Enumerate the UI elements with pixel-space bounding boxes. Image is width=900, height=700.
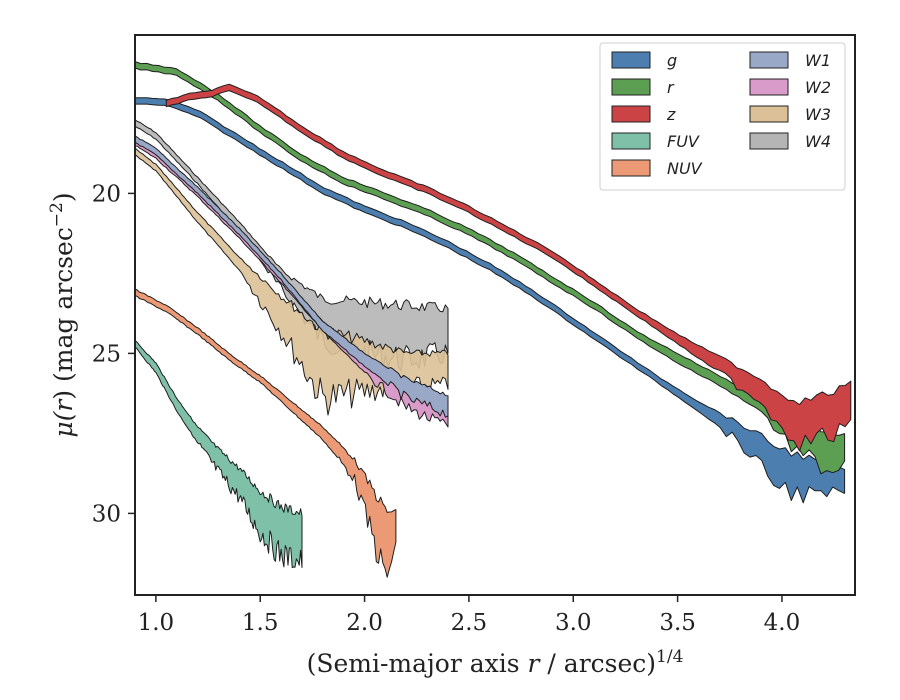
x-tick-label: 2.5: [451, 610, 488, 636]
legend: grz FUV NUV W1 W2 W3 W4: [599, 42, 846, 191]
legend-swatch-g: [611, 51, 651, 69]
y-axis-ticks: 20 25 30: [92, 181, 135, 527]
legend-label-z: z: [666, 105, 676, 124]
legend-swatch-fuv: [611, 132, 651, 150]
legend-label-w4: W4: [805, 132, 831, 151]
band-w3: [134, 147, 449, 416]
y-tick-label: 30: [92, 501, 121, 527]
band-r: [134, 61, 846, 475]
legend-label-w2: W2: [805, 78, 831, 97]
y-tick-label: 20: [92, 181, 121, 207]
legend-label-r: r: [667, 78, 675, 97]
band-z: [165, 83, 852, 452]
legend-label-fuv: FUV: [667, 132, 700, 151]
profile-bands: [134, 61, 852, 578]
legend-swatch-z: [611, 105, 651, 123]
x-tick-label: 1.5: [242, 610, 279, 636]
y-axis-label: μ(r) (mag arcsec−2): [47, 192, 78, 437]
band-w1: [134, 135, 449, 418]
x-tick-label: 2.0: [346, 610, 383, 636]
legend-swatch-w4: [749, 132, 789, 150]
band-g: [134, 97, 846, 504]
legend-label-g: g: [667, 51, 677, 70]
legend-swatch-w1: [749, 51, 789, 69]
plot-frame: [134, 34, 856, 596]
band-nuv: [134, 288, 397, 578]
x-tick-label: 3.0: [555, 610, 592, 636]
legend-swatch-nuv: [611, 159, 651, 177]
legend-swatch-w3: [749, 105, 789, 123]
x-axis-label: (Semi-major axis r / arcsec)1/4: [307, 647, 684, 678]
x-tick-label: 4.0: [764, 610, 801, 636]
x-tick-label: 1.0: [138, 610, 175, 636]
x-tick-label: 3.5: [659, 610, 696, 636]
y-tick-label: 25: [92, 341, 121, 367]
legend-label-w1: W1: [805, 51, 831, 70]
legend-swatch-r: [611, 78, 651, 96]
x-axis-ticks: 1.0 1.5 2.0 2.5 3.0 3.5 4.0: [138, 595, 801, 636]
legend-label-w3: W3: [805, 105, 831, 124]
legend-swatch-w2: [749, 78, 789, 96]
band-fuv: [134, 340, 303, 568]
legend-label-nuv: NUV: [667, 159, 703, 178]
